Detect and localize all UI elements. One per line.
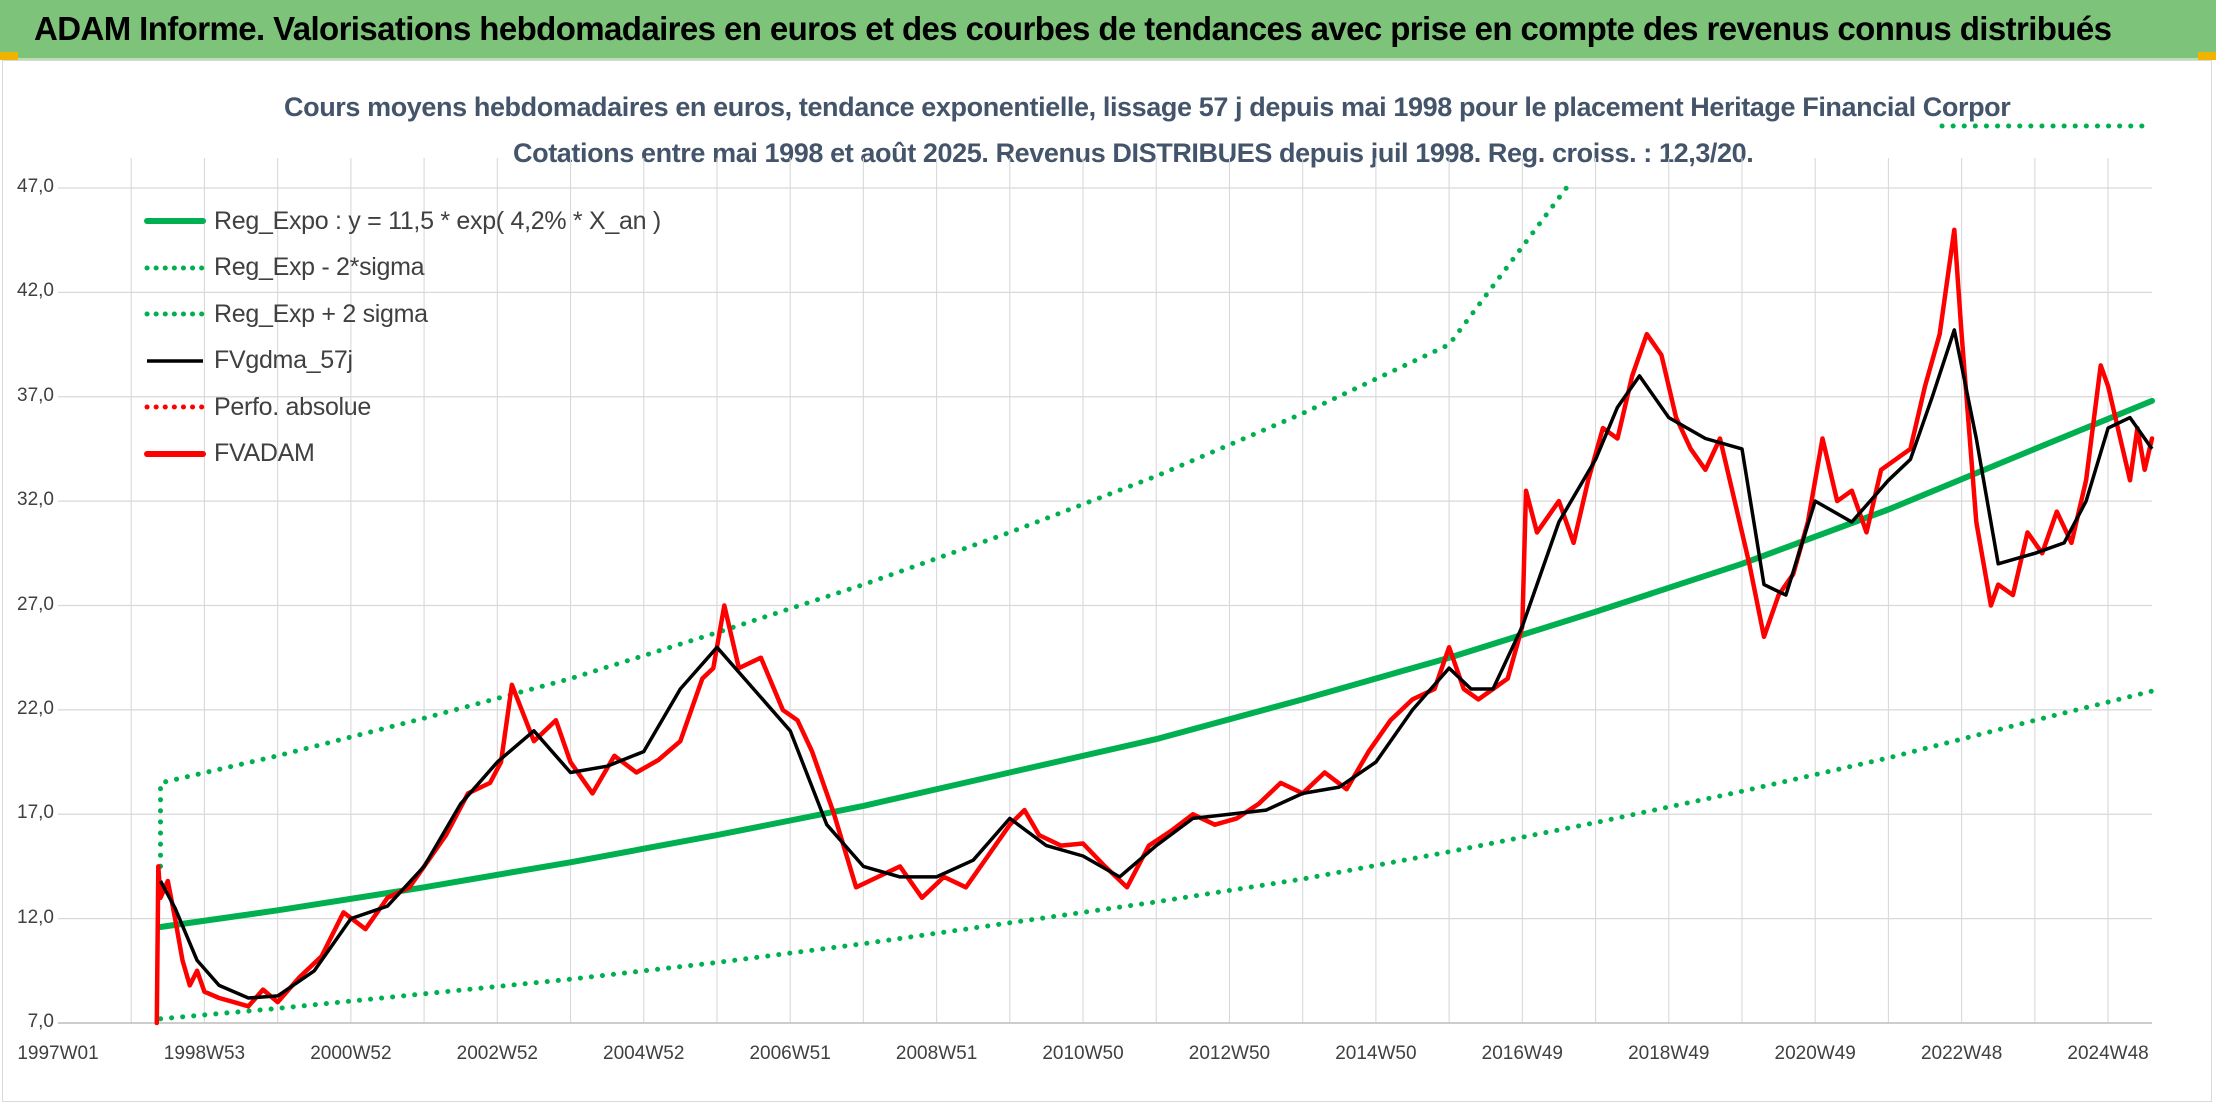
legend-item: Reg_Exp - 2*sigma (144, 253, 425, 283)
x-tick-label: 2000W52 (310, 1043, 392, 1064)
x-tick-label: 2014W50 (1335, 1043, 1417, 1064)
report-header: ADAM Informe. Valorisations hebdomadaire… (0, 0, 2216, 60)
series-line-3 (158, 328, 2154, 1000)
x-tick-label: 2004W52 (603, 1043, 685, 1064)
y-tick-label: 32,0 (17, 489, 54, 511)
chart-subtitle: Cotations entre mai 1998 et août 2025. R… (513, 138, 1754, 168)
y-tick-label: 12,0 (17, 906, 54, 928)
legend-label: Perfo. absolue (214, 392, 372, 421)
legend-swatch (144, 404, 206, 410)
x-tick-label: 2002W52 (456, 1043, 538, 1064)
chart-title: Cours moyens hebdomadaires en euros, ten… (284, 92, 2011, 122)
x-tick-label: 2010W50 (1042, 1043, 1124, 1064)
report-title: ADAM Informe. Valorisations hebdomadaire… (34, 10, 2112, 47)
x-tick-label: 2016W49 (1481, 1043, 1563, 1064)
legend-swatch (144, 450, 206, 457)
legend-swatch (144, 311, 206, 317)
corner-marker-left (0, 52, 18, 60)
x-tick-label: 2006W51 (749, 1043, 831, 1064)
x-tick-label: 1997W01 (17, 1043, 99, 1064)
legend-label: FVADAM (214, 439, 315, 467)
x-tick-label: 1998W53 (163, 1043, 246, 1064)
legend-label: Reg_Exp + 2 sigma (214, 299, 428, 328)
y-tick-label: 47,0 (17, 176, 54, 197)
legend-item: FVADAM (144, 439, 315, 469)
x-tick-label: 2008W51 (895, 1043, 978, 1064)
x-tick-label: 2022W48 (1920, 1043, 2003, 1064)
y-tick-label: 27,0 (17, 593, 54, 615)
corner-marker-right (2198, 52, 2216, 60)
legend-swatch (144, 265, 206, 270)
legend-swatch (147, 358, 203, 363)
series-line-1 (158, 688, 2155, 1022)
legend-swatch (144, 218, 206, 224)
legend-item: Perfo. absolue (144, 392, 371, 422)
series-line-0 (157, 397, 2155, 930)
y-tick-label: 7,0 (27, 1011, 54, 1032)
legend-item: FVgdma_57j (144, 346, 353, 376)
x-tick-label: 2024W48 (2067, 1043, 2149, 1064)
x-tick-label: 2020W49 (1774, 1043, 1856, 1064)
legend-label: Reg_Exp - 2*sigma (214, 253, 425, 281)
legend-label: FVgdma_57j (214, 346, 353, 374)
x-tick-label: 2012W50 (1188, 1043, 1271, 1064)
chart-area (2, 60, 2212, 1102)
x-tick-label: 2018W49 (1628, 1043, 1710, 1064)
legend-item: Reg_Exp + 2 sigma (144, 299, 428, 329)
y-tick-label: 37,0 (17, 384, 54, 406)
y-tick-label: 17,0 (17, 802, 54, 824)
y-tick-label: 42,0 (17, 280, 54, 302)
y-tick-label: 22,0 (17, 697, 54, 719)
legend-item: Reg_Expo : y = 11,5 * exp( 4,2% * X_an ) (144, 206, 661, 236)
legend-label: Reg_Expo : y = 11,5 * exp( 4,2% * X_an ) (214, 206, 661, 235)
